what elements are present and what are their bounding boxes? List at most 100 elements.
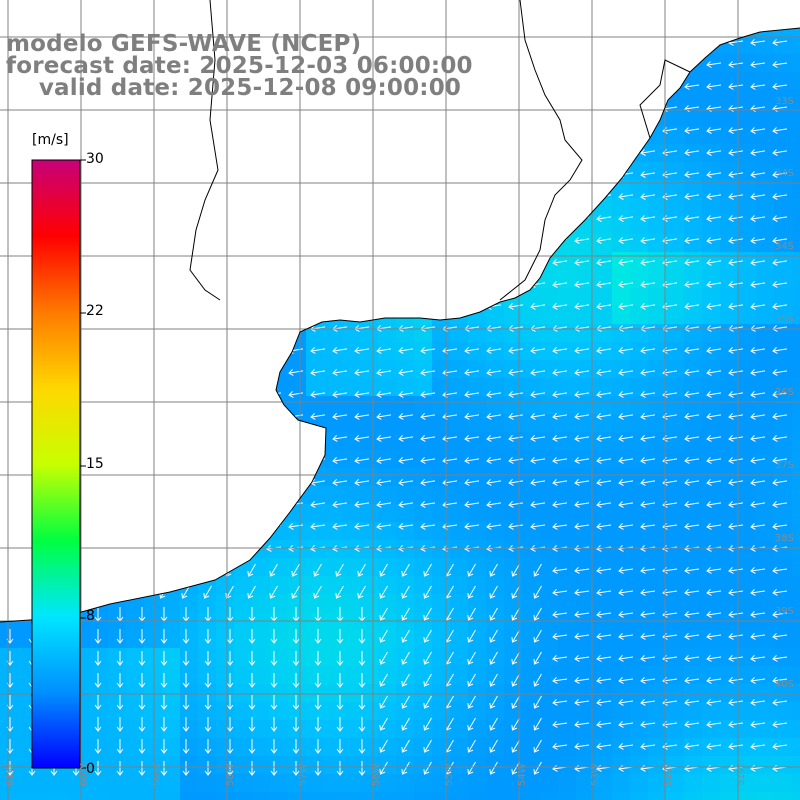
speed-cell bbox=[414, 720, 433, 739]
wind-arrow bbox=[684, 149, 700, 156]
wind-arrow bbox=[204, 651, 212, 666]
speed-cell bbox=[756, 504, 775, 523]
speed-cell bbox=[450, 450, 469, 469]
speed-cell bbox=[0, 684, 19, 703]
speed-cell bbox=[756, 28, 775, 37]
wind-arrow bbox=[750, 61, 766, 68]
speed-cell bbox=[720, 558, 739, 577]
wind-arrow bbox=[248, 739, 256, 754]
speed-cell bbox=[684, 396, 703, 415]
wind-arrow bbox=[684, 655, 700, 662]
speed-cell bbox=[666, 234, 685, 253]
speed-cell bbox=[774, 414, 793, 433]
wind-arrow bbox=[511, 607, 520, 621]
speed-cell bbox=[792, 36, 800, 55]
wind-arrow bbox=[248, 695, 256, 710]
speed-cell bbox=[252, 702, 271, 721]
speed-cell bbox=[666, 756, 685, 775]
speed-cell bbox=[630, 576, 649, 595]
wind-arrow bbox=[618, 589, 634, 596]
speed-cell bbox=[90, 774, 109, 793]
speed-cell bbox=[720, 684, 739, 703]
speed-cell bbox=[342, 576, 361, 595]
speed-cell bbox=[180, 792, 199, 800]
wind-arrow bbox=[552, 281, 568, 288]
speed-cell bbox=[684, 666, 703, 685]
speed-cell bbox=[288, 774, 307, 793]
lat-label-34s: 34S bbox=[774, 168, 794, 179]
speed-cell bbox=[450, 540, 469, 559]
speed-cell bbox=[360, 360, 379, 379]
speed-cell bbox=[0, 702, 19, 721]
speed-cell bbox=[270, 594, 289, 613]
wind-arrow bbox=[706, 611, 722, 618]
speed-cell bbox=[756, 126, 775, 145]
lat-label-36s: 36S bbox=[774, 387, 794, 398]
speed-cell bbox=[720, 306, 739, 325]
speed-cell bbox=[162, 594, 181, 613]
wind-arrow bbox=[358, 717, 366, 732]
wind-arrow bbox=[772, 369, 788, 376]
lon-label-60w: 60W bbox=[79, 763, 90, 786]
speed-cell bbox=[450, 738, 469, 757]
speed-cell bbox=[756, 324, 775, 343]
speed-cell bbox=[594, 558, 613, 577]
wind-arrow bbox=[596, 479, 612, 486]
wind-arrow bbox=[508, 479, 524, 486]
speed-cell bbox=[450, 504, 469, 523]
speed-cell bbox=[486, 792, 505, 800]
wind-arrow bbox=[706, 523, 722, 530]
speed-cell bbox=[756, 594, 775, 613]
speed-cell bbox=[378, 594, 397, 613]
speed-cell bbox=[756, 234, 775, 253]
wind-arrow bbox=[574, 699, 590, 706]
speed-cell bbox=[486, 360, 505, 379]
speed-cell bbox=[342, 504, 361, 523]
speed-cell bbox=[162, 792, 181, 800]
speed-cell bbox=[198, 594, 217, 613]
wind-arrow bbox=[728, 281, 744, 288]
speed-cell bbox=[270, 540, 289, 559]
speed-cell bbox=[774, 720, 793, 739]
wind-arrow bbox=[684, 743, 700, 750]
speed-cell bbox=[306, 522, 325, 541]
speed-cell bbox=[612, 234, 631, 253]
wind-arrow bbox=[423, 585, 432, 599]
wind-arrow bbox=[530, 391, 546, 398]
speed-cell bbox=[774, 792, 793, 800]
speed-cell bbox=[558, 666, 577, 685]
speed-cell bbox=[594, 666, 613, 685]
speed-cell bbox=[414, 756, 433, 775]
wind-arrow bbox=[181, 585, 190, 599]
wind-arrow bbox=[772, 501, 788, 508]
wind-arrow bbox=[354, 347, 370, 354]
speed-cell bbox=[720, 594, 739, 613]
speed-cell bbox=[378, 468, 397, 487]
wind-arrow bbox=[354, 391, 370, 398]
speed-cell bbox=[90, 684, 109, 703]
speed-cell bbox=[360, 504, 379, 523]
wind-arrow bbox=[706, 721, 722, 728]
speed-cell bbox=[720, 72, 739, 91]
speed-cell bbox=[702, 576, 721, 595]
wind-arrow bbox=[379, 717, 388, 731]
speed-cell bbox=[450, 630, 469, 649]
wind-arrow bbox=[750, 435, 766, 442]
speed-cell bbox=[108, 666, 127, 685]
speed-cell bbox=[522, 306, 541, 325]
wind-arrow bbox=[706, 699, 722, 706]
speed-cell bbox=[504, 630, 523, 649]
wind-arrow bbox=[706, 567, 722, 574]
wind-arrow bbox=[401, 629, 410, 643]
speed-cell bbox=[558, 720, 577, 739]
wind-arrow bbox=[420, 501, 436, 508]
speed-cell bbox=[792, 144, 800, 163]
speed-cell bbox=[0, 648, 19, 667]
wind-arrow bbox=[310, 347, 326, 354]
speed-cell bbox=[792, 72, 800, 91]
wind-arrow bbox=[596, 303, 612, 310]
wind-arrow bbox=[486, 479, 502, 486]
wind-arrow bbox=[332, 479, 348, 486]
lon-label-57w: 57W bbox=[298, 763, 309, 786]
wind-arrow bbox=[420, 479, 436, 486]
